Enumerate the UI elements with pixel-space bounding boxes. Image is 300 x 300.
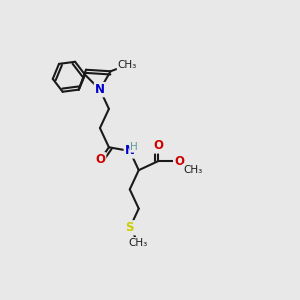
Text: O: O (174, 155, 184, 168)
Text: O: O (95, 153, 105, 166)
Text: H: H (130, 142, 138, 152)
Text: S: S (125, 221, 134, 234)
Text: CH₃: CH₃ (183, 165, 202, 175)
Text: N: N (125, 145, 135, 158)
Text: CH₃: CH₃ (128, 238, 147, 248)
Text: O: O (153, 140, 163, 152)
Text: N: N (95, 83, 105, 96)
Text: CH₃: CH₃ (118, 60, 137, 70)
